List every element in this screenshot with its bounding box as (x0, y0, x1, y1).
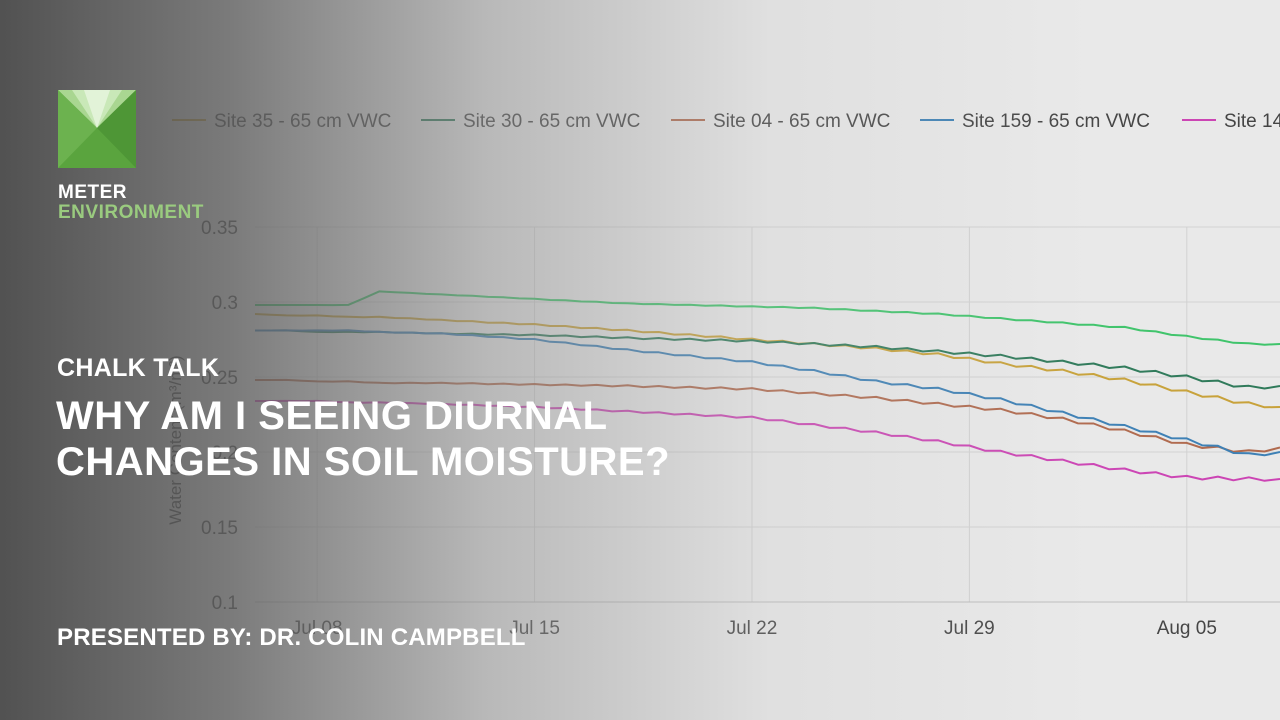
legend-entry: Site 04 - 65 cm VWC (713, 111, 890, 132)
meter-logo-icon (58, 90, 136, 168)
brand-line-environment: ENVIRONMENT (58, 202, 204, 223)
legend-entry: Site 30 - 65 cm VWC (463, 111, 640, 132)
x-tick-label: Aug 05 (1157, 618, 1217, 639)
legend-entry: Site 35 - 65 cm VWC (214, 111, 391, 132)
brand-line-meter: METER (58, 182, 127, 203)
legend-entry: Site 159 - 65 cm VWC (962, 111, 1150, 132)
video-title-line-2: CHANGES IN SOIL MOISTURE? (56, 440, 671, 484)
y-tick-label: 0.1 (212, 593, 238, 614)
legend-entry: Site 14 (1224, 111, 1280, 132)
presenter-credit: PRESENTED BY: DR. COLIN CAMPBELL (57, 624, 526, 651)
y-tick-label: 0.3 (212, 293, 238, 314)
series-kicker: CHALK TALK (57, 354, 220, 382)
chart-legend: Site 35 - 65 cm VWC Site 30 - 65 cm VWC Si… (172, 111, 1280, 132)
x-tick-label: Jul 22 (727, 618, 778, 639)
video-title-line-1: WHY AM I SEEING DIURNAL (56, 394, 608, 438)
y-tick-label: 0.15 (201, 518, 238, 539)
y-tick-label: 0.35 (201, 218, 238, 239)
brand-wordmark: METER ENVIRONMENT (58, 183, 204, 222)
x-tick-label: Jul 29 (944, 618, 995, 639)
video-title: WHY AM I SEEING DIURNAL CHANGES IN SOIL … (56, 393, 670, 485)
